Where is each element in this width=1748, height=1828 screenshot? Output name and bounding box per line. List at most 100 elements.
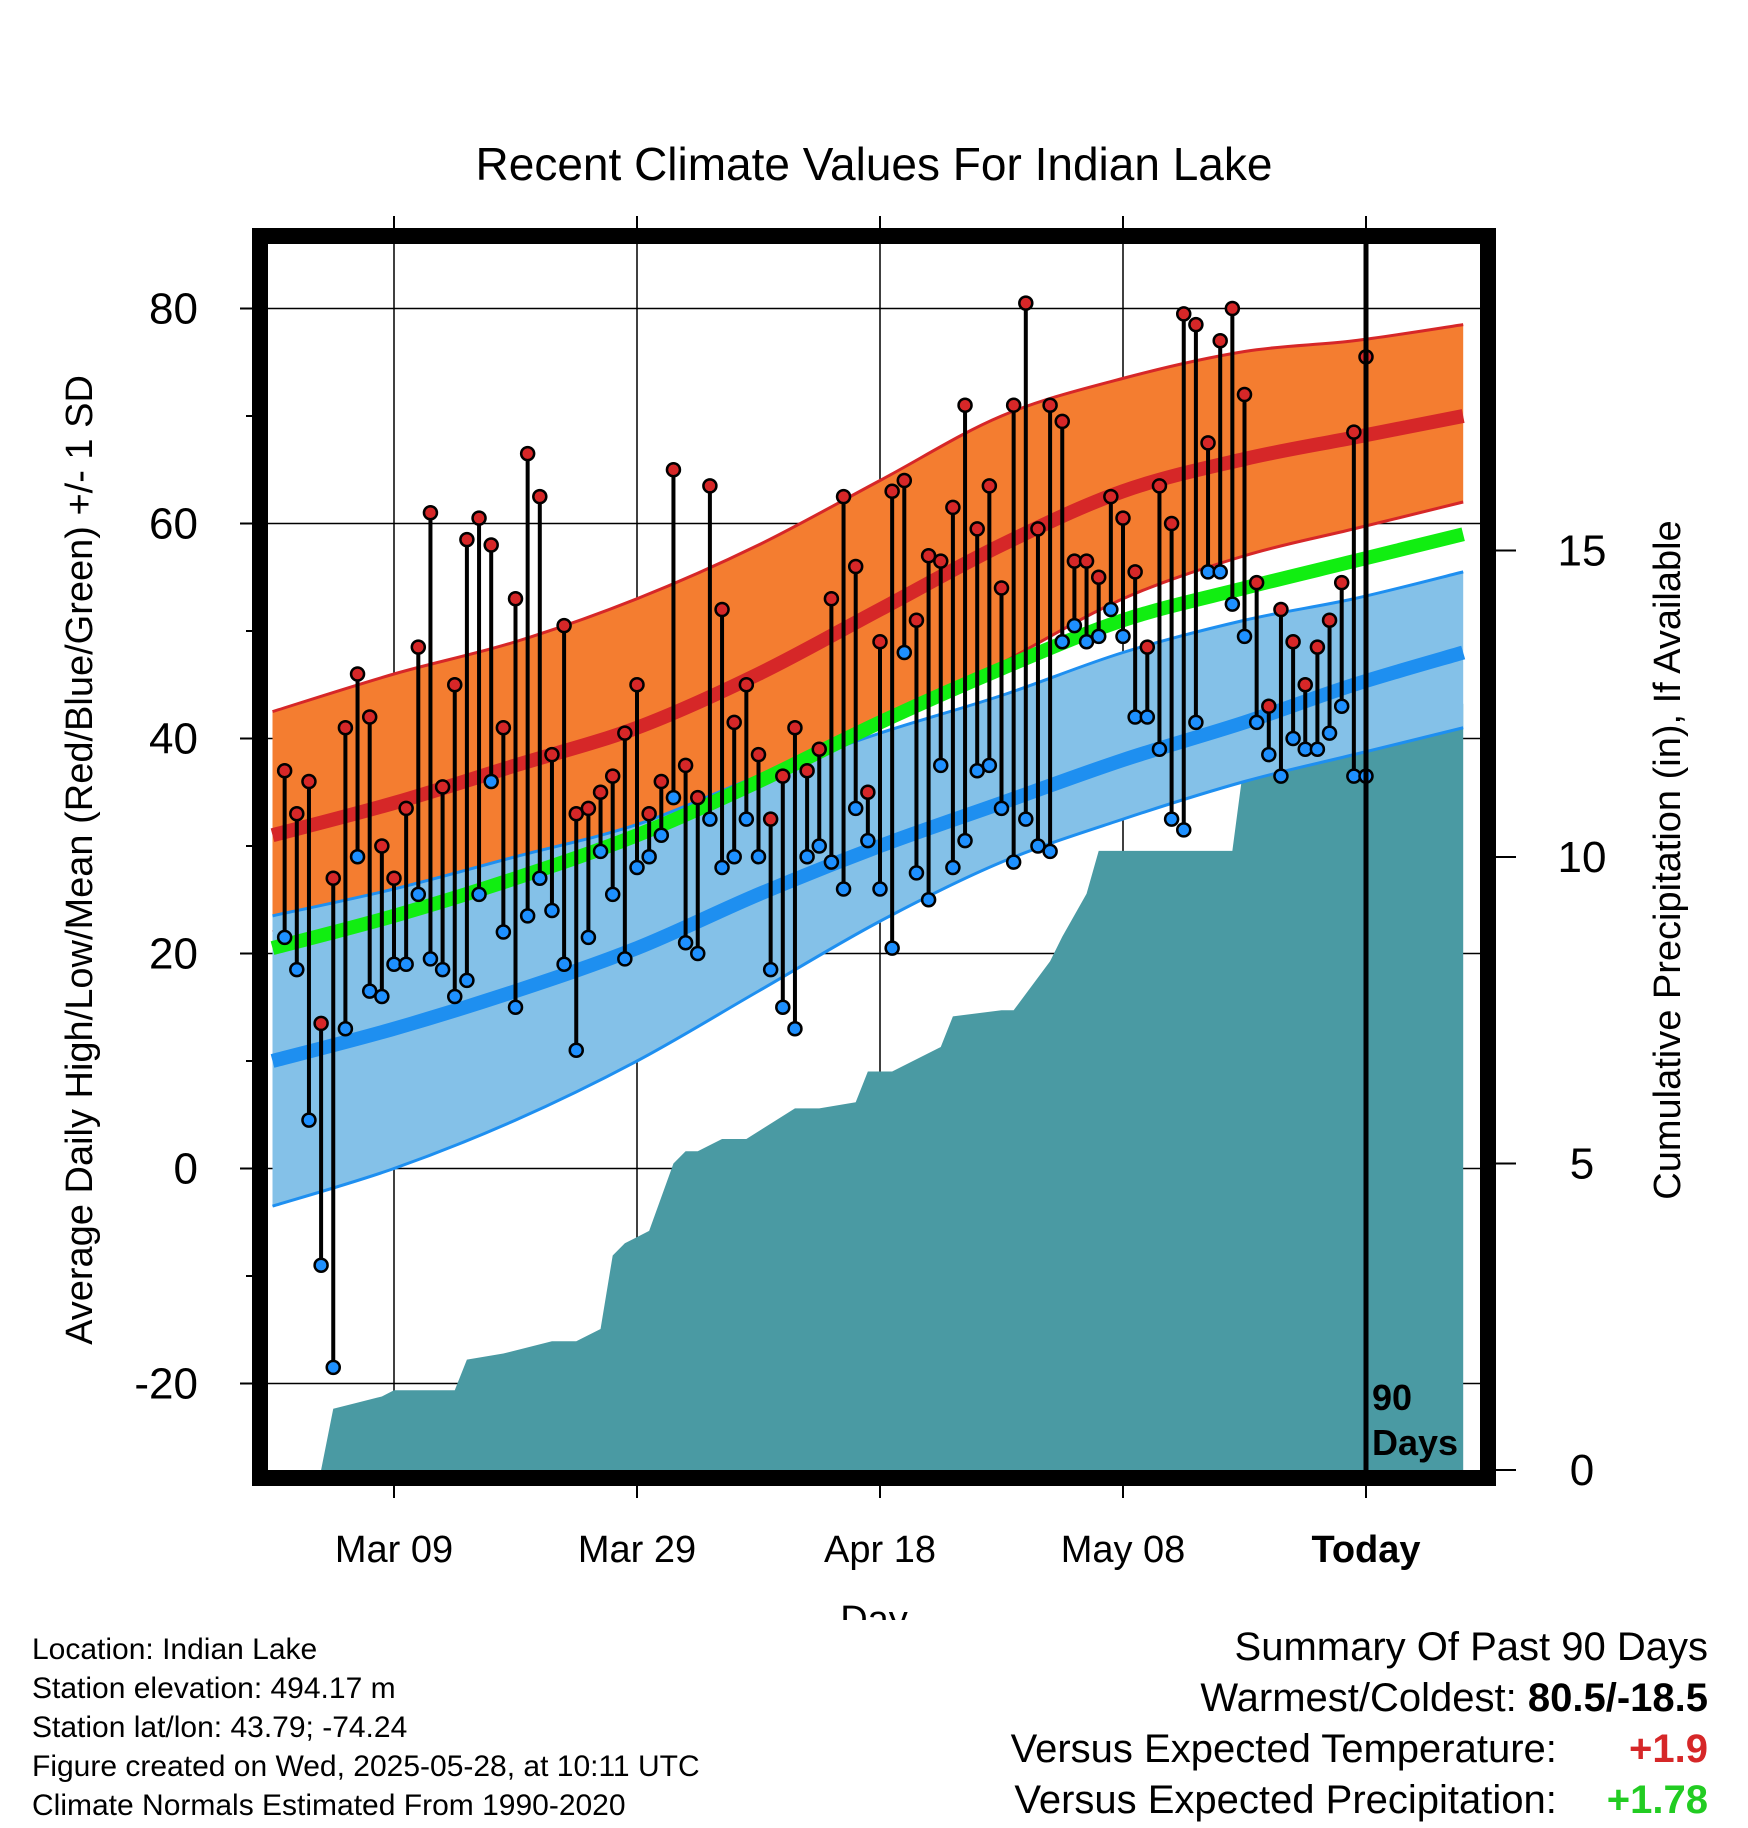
precip-row: Versus Expected Precipitation: +1.78 [1011,1775,1708,1826]
low-point [629,859,645,876]
low-point [1321,725,1338,741]
extremes-label: Warmest/Coldest: [1200,1676,1517,1720]
high-point [1151,478,1168,494]
high-point [349,666,366,682]
high-point [653,773,670,790]
low-point [872,881,888,897]
high-point [884,483,900,499]
high-point [957,397,973,413]
low-point [1115,628,1131,645]
high-point [762,811,779,827]
high-point [532,488,548,505]
low-point [726,849,742,865]
high-point [1273,601,1289,618]
today-days-label: 90 [1372,1377,1412,1418]
low-point [908,865,925,881]
low-sd-band-lower-edge [272,726,1464,1208]
low-point [434,961,451,978]
high-point [993,580,1010,596]
y-tick-label: 80 [149,285,198,334]
low-point [811,838,827,854]
low-point [398,956,414,972]
created-text: Figure created on Wed, 2025-05-28, at 10… [32,1750,700,1783]
low-point [1090,628,1107,645]
low-point [1333,698,1350,714]
normals-text: Climate Normals Estimated From 1990-2020 [32,1789,626,1822]
high-point [617,725,633,741]
high-point [1285,634,1301,650]
low-point [714,859,730,876]
high-point [1176,306,1192,322]
daily-observations [276,295,1374,1376]
high-point [361,709,378,725]
y2-tick-label: 5 [1570,1140,1594,1189]
low-point [337,1021,354,1037]
low-point [276,929,293,946]
low-point [1054,634,1070,650]
low-point [483,773,499,790]
high-point [629,677,645,693]
high-point [289,806,305,822]
low-point [969,763,985,779]
low-point [544,902,560,919]
high-point [677,757,694,774]
high-sd-band-upper-edge [272,323,1464,714]
low-point [604,886,621,903]
low-point [1261,746,1277,763]
low-point [665,789,682,806]
extremes-value: 80.5/-18.5 [1527,1676,1708,1720]
high-point [726,714,742,731]
today-days-label: Days [1372,1422,1458,1463]
y2-tick-label: 10 [1558,833,1607,882]
low-point [750,849,767,865]
high-point [1078,553,1095,569]
high-point [1200,435,1216,451]
low-point [1066,617,1083,634]
low-point [799,849,815,865]
high-point [1297,677,1313,693]
high-point [702,478,718,494]
station-info: Location: Indian Lake Station elevation:… [32,1630,700,1825]
high-point [1115,510,1131,526]
low-point [896,644,913,661]
low-point [787,1021,803,1037]
high-point [945,499,961,516]
low-point [580,929,597,946]
low-point [1224,596,1241,612]
low-point [1285,730,1301,747]
low-point [690,945,706,962]
high-point [690,789,706,806]
low-point [775,999,791,1015]
low-point [410,886,427,903]
low-point [933,757,949,774]
high-point [860,784,876,800]
high-point [775,768,791,784]
y-tick-label: 60 [149,500,198,549]
high-point [665,462,682,478]
high-point [301,773,317,790]
low-point [847,800,864,817]
high-point [313,1015,329,1032]
low-point [301,1112,317,1128]
high-point [459,531,475,548]
high-point [1346,424,1362,440]
x-axis: Mar 09 Mar 29 Apr 18 May 08 Today [335,216,1421,1571]
low-point [1273,768,1289,784]
low-point [1042,843,1058,860]
low-point [361,983,378,999]
high-point [592,784,609,800]
y-axis-right: 0 5 10 15 [1488,527,1607,1495]
y-axis-label: Average Daily High/Low/Mean (Red/Blue/Gr… [59,375,101,1345]
high-point [835,488,852,505]
high-point [1333,574,1350,591]
temp-label: Versus Expected Temperature: [1010,1727,1557,1771]
high-point [374,838,390,854]
low-point [762,961,779,978]
low-point [422,951,439,967]
high-point [434,779,451,795]
low-point [653,827,670,843]
high-point [1090,569,1107,585]
x-tick-label: May 08 [1061,1529,1186,1571]
high-point [580,800,597,817]
